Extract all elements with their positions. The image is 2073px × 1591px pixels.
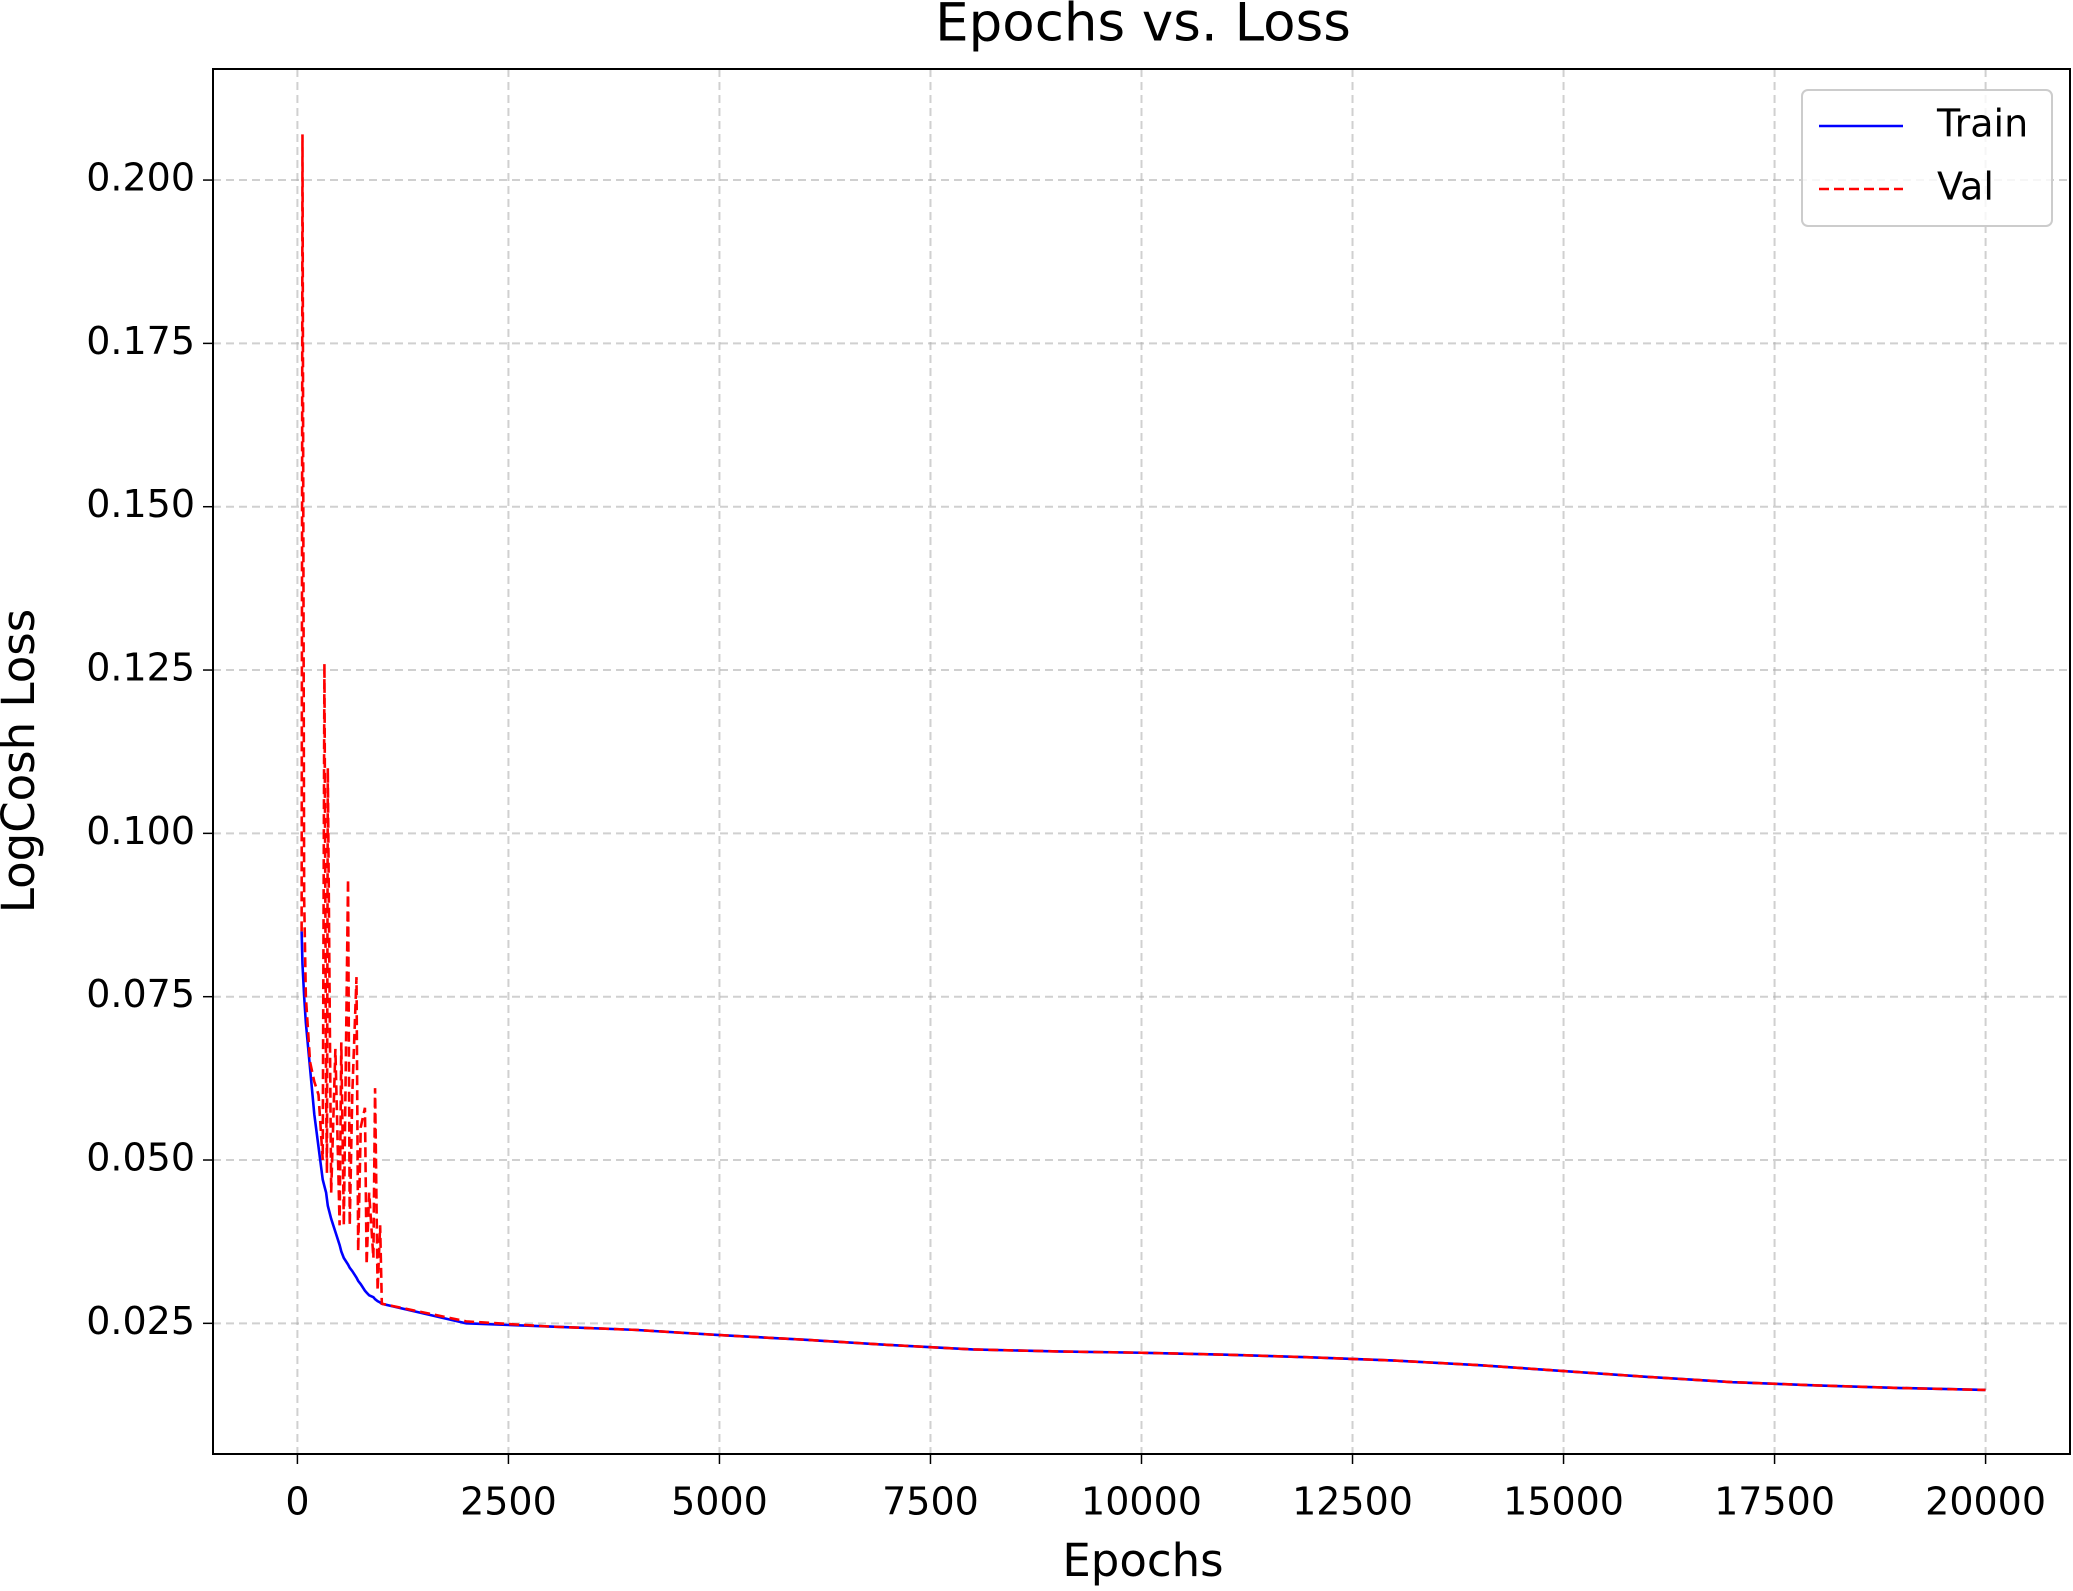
x-tick-label: 10000 (1081, 1480, 1202, 1524)
x-tick-label: 20000 (1925, 1480, 2046, 1524)
axes-frame (212, 68, 2071, 1455)
x-tick-label: 7500 (882, 1480, 979, 1524)
x-tick-label: 0 (285, 1480, 309, 1524)
y-tick-label: 0.025 (86, 1299, 195, 1343)
y-tick-label: 0.050 (86, 1136, 195, 1180)
x-tick-label: 15000 (1503, 1480, 1624, 1524)
y-tick-label: 0.150 (86, 482, 195, 526)
series-line (300, 134, 1986, 1392)
x-tick-label: 17500 (1714, 1480, 1835, 1524)
legend-label: Train (1936, 102, 2028, 146)
y-tick-label: 0.075 (86, 972, 195, 1016)
x-tick-label: 12500 (1292, 1480, 1413, 1524)
y-tick-label: 0.125 (86, 646, 195, 690)
x-tick-label: 2500 (460, 1480, 557, 1524)
x-axis-label: Epochs (1062, 1534, 1223, 1587)
x-tick-label: 5000 (671, 1480, 768, 1524)
y-tick-label: 0.175 (86, 319, 195, 363)
y-tick-label: 0.100 (86, 809, 195, 853)
legend-label: Val (1937, 165, 1994, 209)
y-axis-label: LogCosh Loss (0, 609, 45, 913)
y-tick-label: 0.200 (86, 156, 195, 200)
chart-title: Epochs vs. Loss (935, 0, 1351, 54)
legend-box (1801, 89, 2053, 227)
